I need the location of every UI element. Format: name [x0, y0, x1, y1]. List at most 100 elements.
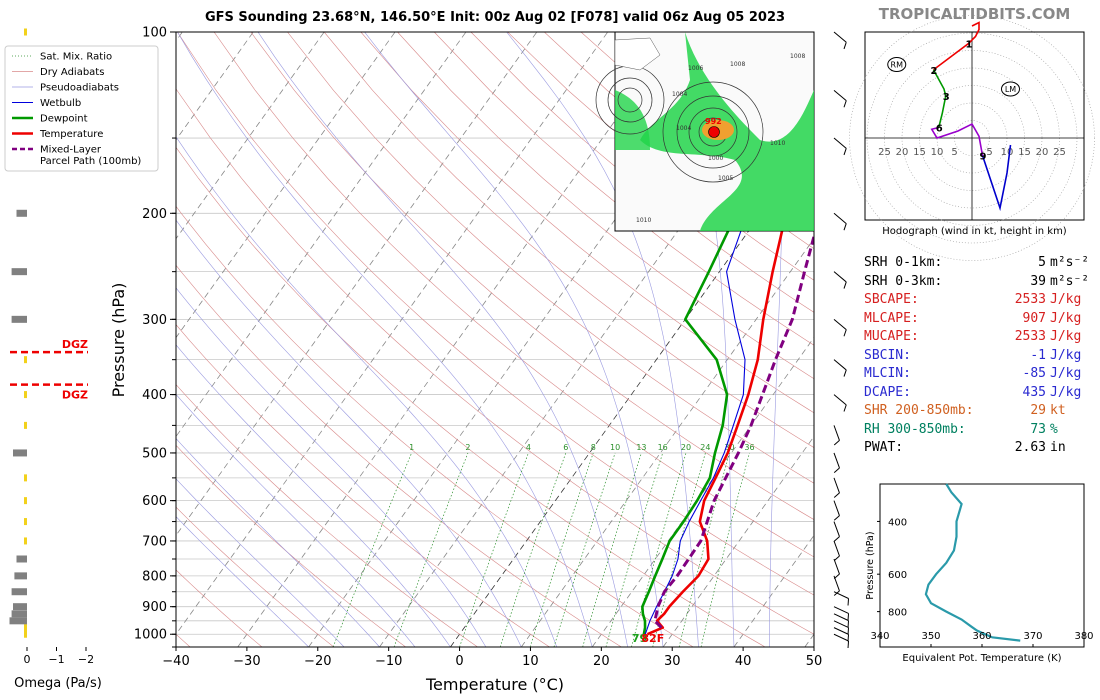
parameter-label: SBCIN:: [864, 347, 911, 363]
theta-e-x-tick-label: 370: [1023, 631, 1042, 642]
parameter-row: MLCAPE: 907 J/kg: [864, 310, 1089, 329]
hodograph-ring-label: 25: [1053, 147, 1066, 158]
x-axis-label: Temperature (°C): [425, 675, 564, 694]
mixing-ratio-label: 2: [465, 443, 470, 452]
dry-adiabat-line: [177, 32, 814, 596]
pseudoadiabat-line: [176, 516, 309, 647]
legend-label: Parcel Path (100mb): [40, 156, 141, 167]
storm-motion-label: LM: [1005, 85, 1016, 94]
isotherm-line: [176, 32, 325, 240]
omega-x-tick-label: 0: [24, 653, 31, 666]
chart-title: GFS Sounding 23.68°N, 146.50°E Init: 00z…: [204, 10, 786, 25]
wind-barb-shaft: [833, 477, 840, 494]
wind-barb-flag: [833, 555, 840, 561]
theta-e-x-tick-label: 350: [921, 631, 940, 642]
pseudoadiabat-line: [257, 32, 628, 647]
legend-box: [4, 45, 159, 172]
wind-barb-flag: [843, 329, 847, 337]
parameter-value: 2533: [1014, 329, 1046, 344]
wind-barb-flag: [833, 573, 840, 580]
wind-barb-shaft: [833, 613, 849, 622]
hodograph-segment: [981, 144, 1012, 212]
x-tick-label: 40: [735, 654, 752, 669]
wind-barb-shaft: [833, 620, 849, 629]
mixing-ratio-label: 16: [658, 443, 668, 452]
wind-barb-flag: [833, 467, 840, 473]
theta-e-frame: [879, 483, 1085, 648]
wind-barb-shaft: [833, 521, 840, 537]
x-tick-label: 0: [455, 654, 463, 669]
pseudoadiabat-line: [176, 393, 416, 647]
omega-axis-label: Omega (Pa/s): [14, 676, 102, 691]
hodograph-ring-label: 15: [913, 147, 926, 158]
hodograph-segment: [933, 21, 980, 71]
parameter-row: MUCAPE: 2533 J/kg: [864, 328, 1089, 347]
map-isobar: [662, 81, 764, 183]
plot-frame: [175, 31, 815, 648]
wind-barb-flag: [833, 440, 840, 446]
site-watermark: TROPICALTIDBITS.COM: [878, 5, 1071, 23]
parameter-row: MLCIN: -85 J/kg: [864, 365, 1089, 384]
parameter-label: RH 300-850mb:: [864, 421, 966, 437]
wind-barb-flag: [833, 492, 840, 498]
mixing-ratio-label: 36: [744, 443, 754, 452]
pseudoadiabat-line: [176, 136, 558, 647]
parameter-label: PWAT:: [864, 440, 904, 455]
map-isobar-label: 1000: [708, 155, 723, 162]
dgz-label: DGZ: [62, 338, 88, 351]
series-temperature: [646, 90, 814, 636]
parameter-unit: m²s⁻²: [1050, 255, 1090, 270]
omega-x-tick-label: −2: [78, 653, 94, 666]
dry-adiabat-line: [176, 205, 694, 647]
inset-map: 1006 1008 1004 1004 1000 1008 1010 1005 1010 992: [595, 31, 815, 232]
map-isobar: [676, 95, 750, 169]
hodograph-caption: Hodograph (wind in kt, height in km): [882, 226, 1067, 237]
y-tick-label: 400: [142, 388, 167, 403]
mixing-ratio-line: [499, 452, 567, 647]
wind-barb-flag: [843, 100, 847, 108]
hodograph-ring-label: 15: [1018, 147, 1031, 158]
omega-bar: [24, 630, 27, 638]
storm-motion-marker: [887, 57, 907, 72]
wind-barb-shaft: [833, 500, 840, 516]
dry-adiabat-line: [323, 32, 814, 448]
hodograph-ring-label: 20: [1036, 147, 1049, 158]
omega-bar: [24, 356, 27, 364]
parameter-unit: in: [1050, 440, 1066, 455]
wind-barb-flag: [843, 42, 847, 50]
hodograph-ring-label: 10: [931, 147, 944, 158]
y-tick-label: 900: [142, 600, 167, 615]
isotherm-line: [176, 32, 254, 141]
dgz-label: DGZ: [62, 389, 88, 402]
dry-adiabat-line: [434, 32, 814, 346]
parameter-unit: J/kg: [1050, 347, 1082, 363]
omega-bar: [11, 315, 27, 323]
omega-x-tick-label: −1: [48, 653, 64, 666]
map-isobar-label: 1006: [688, 65, 703, 72]
omega-bar: [13, 449, 27, 457]
dry-adiabat-line: [176, 506, 335, 647]
mixing-ratio-line: [393, 452, 469, 647]
map-land: [614, 37, 661, 71]
parameter-value: 5: [1038, 255, 1046, 270]
parameter-value: -1: [1030, 347, 1046, 363]
mixing-ratio-label: 6: [563, 443, 568, 452]
wind-barb-flag: [843, 369, 847, 377]
theta-e-y-tick-label: 800: [888, 608, 907, 619]
wind-barb-shaft: [833, 540, 840, 557]
hodograph-segment: [930, 122, 984, 156]
theta-e-x-axis-label: Equivalent Pot. Temperature (K): [902, 653, 1061, 664]
parameter-value: 39: [1030, 273, 1046, 289]
y-tick-label: 500: [142, 446, 167, 461]
parameter-label: DCAPE:: [864, 384, 911, 400]
hodograph-ring-label: 5: [986, 147, 992, 158]
y-tick-label: 1000: [134, 628, 167, 643]
omega-bar: [24, 518, 27, 526]
mixing-ratio-label: 1: [409, 443, 414, 452]
pseudoadiabat-line: [176, 344, 451, 647]
wind-barb-shaft: [833, 318, 847, 331]
wind-barb-shaft: [833, 89, 847, 102]
x-tick-label: −10: [375, 654, 402, 669]
parameter-label: SRH 0-3km:: [864, 273, 943, 289]
